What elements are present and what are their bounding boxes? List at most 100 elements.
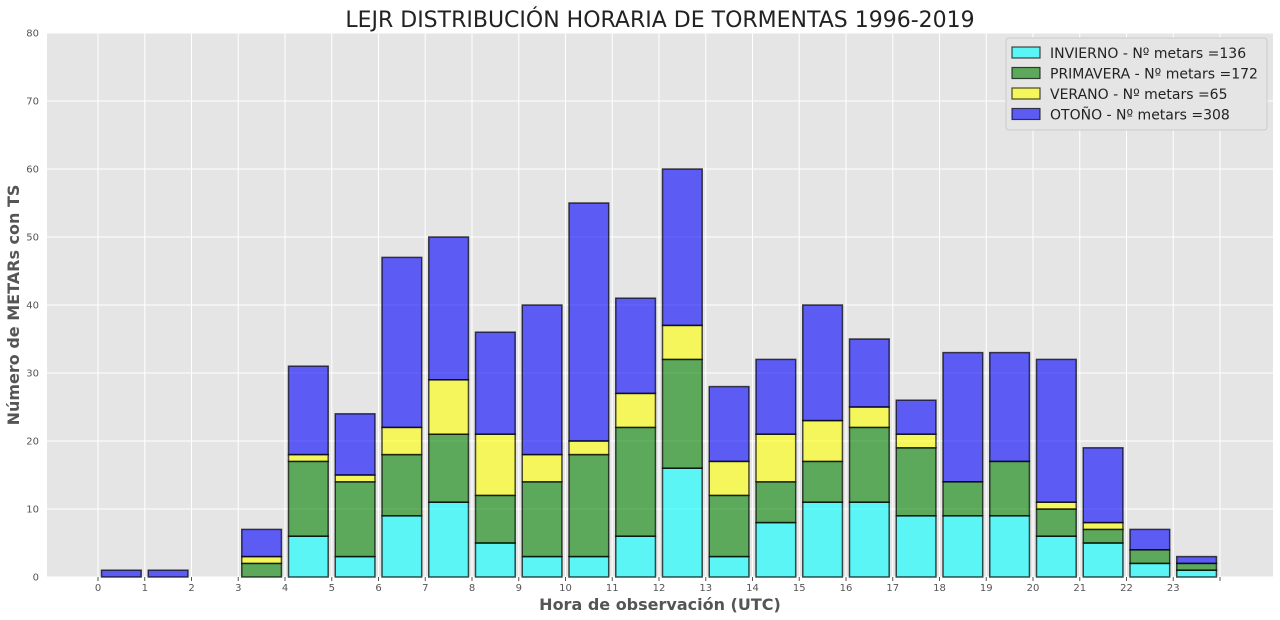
grid [47,32,1273,578]
y-tick-label: 40 [26,301,39,312]
bar-segment-s0-h9 [521,555,563,578]
legend-swatch [1011,66,1041,80]
y-tick-label: 80 [26,29,39,40]
bar-segment-s3-h12 [661,168,703,327]
bar-segment-s3-h20 [1035,358,1077,503]
bar-segment-s3-h8 [474,331,516,435]
x-tick-label: 19 [980,583,993,594]
bar-segment-s1-h18 [942,481,984,517]
legend-label: PRIMAVERA - Nº metars =172 [1050,67,1258,83]
y-axis-label: Número de METARs con TS [4,185,23,426]
bar-segment-s2-h6 [381,426,423,456]
bar-segment-s0-h13 [708,555,750,578]
bar-segment-s2-h20 [1035,501,1077,510]
bar-segment-s3-h7 [428,236,470,381]
bar-segment-s1-h16 [848,426,890,503]
bar-segment-s1-h6 [381,453,423,517]
bar-segment-s1-h17 [895,447,937,517]
bar-segment-s0-h8 [474,542,516,578]
bar-segment-s3-h22 [1129,528,1171,551]
x-tick-label: 13 [699,583,712,594]
bar-segment-s1-h14 [755,481,797,524]
bar-segment-s3-h10 [568,202,610,442]
bar-segment-s3-h11 [615,297,657,395]
bar-segment-s2-h15 [802,419,844,463]
x-tick-label: 10 [559,583,572,594]
bar-segment-s1-h11 [615,426,657,537]
bar-segment-s1-h23 [1176,562,1218,571]
x-axis-label: Hora de observación (UTC) [539,595,781,614]
bar-segment-s2-h3 [241,555,283,565]
x-tick-label: 9 [516,583,522,594]
legend-box [1005,37,1268,131]
bar-segment-s0-h4 [287,535,329,578]
bar-segment-s3-h14 [755,358,797,435]
bar-segment-s0-h17 [895,515,937,578]
x-tick-label: 1 [142,583,148,594]
bar-segment-s0-h15 [802,501,844,578]
legend-swatch [1011,107,1041,121]
x-tick-label: 14 [746,583,759,594]
bar-segment-s3-h0 [100,569,142,578]
bar-segment-s1-h9 [521,481,563,558]
legend-swatch [1011,46,1041,59]
bar-segment-s0-h22 [1129,562,1171,578]
bar-segment-s0-h16 [848,501,890,578]
x-tick-label: 0 [95,583,101,594]
x-tick-label: 2 [188,583,194,594]
y-tick-label: 70 [26,97,39,108]
x-tick-label: 4 [282,583,288,594]
bar-segment-s3-h21 [1082,447,1124,524]
bar-segment-s2-h10 [568,440,610,456]
bar-segment-s3-h23 [1176,555,1218,565]
bar-segment-s3-h9 [521,304,563,456]
bar-segment-s0-h12 [661,467,703,578]
bar-segment-s0-h7 [428,501,470,578]
x-tick-label: 16 [840,583,853,594]
bar-segment-s2-h21 [1082,521,1124,531]
bar-segment-s1-h20 [1035,508,1077,537]
bar-segment-s2-h5 [334,474,376,483]
bar-segment-s2-h7 [428,379,470,435]
x-tick-label: 22 [1120,583,1133,594]
bar-segment-s0-h19 [989,515,1031,578]
bar-segment-s0-h5 [334,555,376,578]
y-tick-label: 10 [26,505,39,516]
bar-segment-s3-h16 [848,338,890,408]
x-tick-label: 5 [329,583,335,594]
bar-segment-s3-h3 [241,528,283,558]
bar-segment-s3-h5 [334,413,376,476]
bar-segment-s1-h22 [1129,549,1171,565]
y-tick-label: 50 [26,233,39,244]
bar-segment-s1-h19 [989,460,1031,517]
bar-segment-s2-h17 [895,433,937,449]
legend-label: INVIERNO - Nº metars =136 [1050,46,1246,62]
y-tick-label: 30 [26,369,39,380]
legend-label: OTOÑO - Nº metars =308 [1050,107,1230,124]
x-tick-label: 23 [1167,583,1180,594]
y-tick-label: 0 [33,573,39,584]
y-tick-label: 20 [26,437,39,448]
bar-segment-s3-h4 [287,365,329,456]
x-tick-label: 3 [235,583,241,594]
bar-segment-s2-h4 [287,453,329,463]
bar-segment-s3-h15 [802,304,844,422]
bar-segment-s2-h12 [661,324,703,361]
bar-segment-s0-h10 [568,555,610,578]
bar-segment-s0-h21 [1082,542,1124,578]
bar-segment-s3-h17 [895,399,937,435]
bar-segment-s1-h10 [568,453,610,558]
legend-swatch [1011,87,1041,100]
x-tick-label: 6 [375,583,381,594]
bar-segment-s0-h18 [942,515,984,578]
bar-segment-s1-h13 [708,494,750,558]
x-tick-label: 8 [469,583,475,594]
bar-segment-s0-h14 [755,521,797,578]
bar-segment-s1-h3 [241,562,283,578]
x-tick-label: 18 [933,583,946,594]
bar-segment-s1-h5 [334,481,376,558]
bar-segment-s1-h15 [802,460,844,503]
x-tick-label: 11 [606,583,619,594]
bar-segment-s2-h14 [755,433,797,483]
legend-label: VERANO - Nº metars =65 [1050,87,1228,103]
